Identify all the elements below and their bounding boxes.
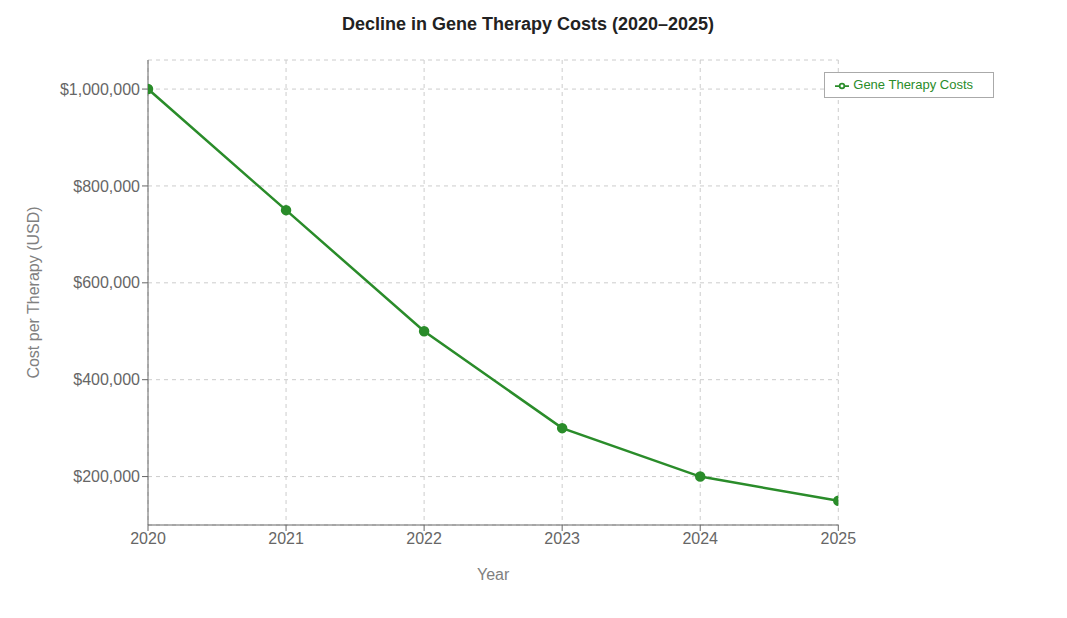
svg-text:2023: 2023 <box>544 530 580 547</box>
svg-text:2021: 2021 <box>268 530 304 547</box>
html-text:Decline in Gene Therapy Costs: Decline in Gene Therapy Costs (2020–2025… <box>341 14 715 34</box>
svg-text:Cost per Therapy (USD): Cost per Therapy (USD) <box>25 206 42 378</box>
svg-text:$200,000: $200,000 <box>73 468 140 485</box>
svg-text:$800,000: $800,000 <box>73 178 140 195</box>
svg-text:2025: 2025 <box>820 530 856 547</box>
svg-text:$400,000: $400,000 <box>73 371 140 388</box>
svg-text:2024: 2024 <box>682 530 718 547</box>
svg-text:2020: 2020 <box>130 530 166 547</box>
svg-text:$1,000,000: $1,000,000 <box>60 81 140 98</box>
svg-text:Year: Year <box>477 566 510 583</box>
svg-text:2022: 2022 <box>406 530 442 547</box>
html-text:Gene Therapy Costs: Gene Therapy Costs <box>853 77 973 92</box>
svg-text:$600,000: $600,000 <box>73 274 140 291</box>
